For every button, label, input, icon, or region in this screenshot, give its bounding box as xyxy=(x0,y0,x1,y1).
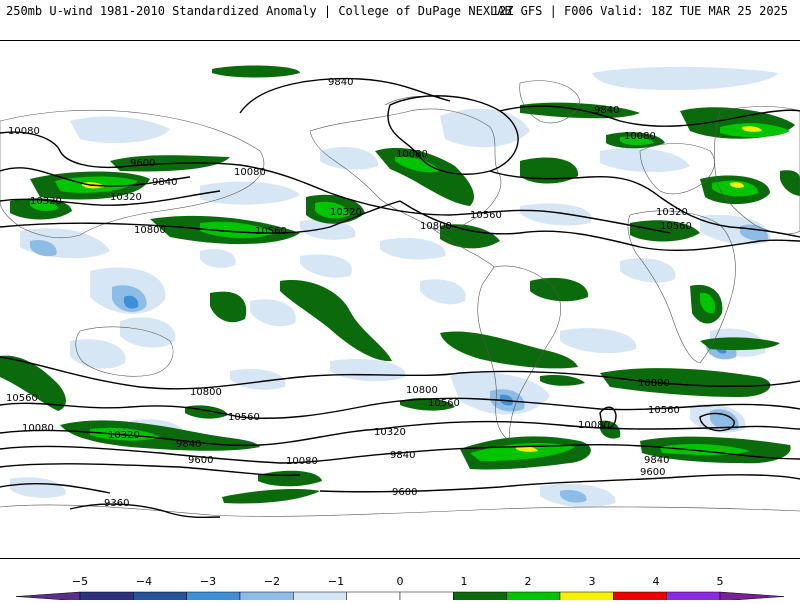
contour-label: 10800 xyxy=(420,221,452,232)
contour-label: 9840 xyxy=(176,439,201,450)
contour-label: 10560 xyxy=(255,226,287,237)
colorbar-swatch xyxy=(133,591,187,602)
contour-label: 10800 xyxy=(134,225,166,236)
contour-label: 9840 xyxy=(594,105,619,116)
contour-label: 10560 xyxy=(228,412,260,423)
contour-label: 10320 xyxy=(374,427,406,438)
colorbar-tick-label: −1 xyxy=(328,575,344,588)
antarctica-outline xyxy=(0,504,800,517)
asia-outline-east xyxy=(714,106,800,235)
colorbar-end-high xyxy=(719,591,785,602)
contour-labels: 9840 10080 9600 9840 10080 10320 10560 1… xyxy=(6,77,692,509)
colorbar-tick-label: 5 xyxy=(717,575,724,588)
colorbar-swatch xyxy=(186,591,241,602)
colorbar-tick-label: −5 xyxy=(72,575,88,588)
contour-label: 9360 xyxy=(104,498,129,509)
europe-outline xyxy=(639,143,715,195)
colorbar-swatch xyxy=(666,591,721,602)
contour-label: 10320 xyxy=(110,192,142,203)
colorbar-tick-label: −3 xyxy=(200,575,216,588)
contour-label: 9600 xyxy=(392,487,417,498)
contour-label: 10560 xyxy=(648,405,680,416)
colorbar-tick-label: 2 xyxy=(525,575,532,588)
asia-outline xyxy=(0,109,265,239)
colorbar-swatch xyxy=(613,591,667,602)
contour-label: 10560 xyxy=(6,393,38,404)
contour-label: 9600 xyxy=(640,467,665,478)
contour-label: 10080 xyxy=(396,149,428,160)
contour-label: 10080 xyxy=(286,456,318,467)
contour-label: 10320 xyxy=(30,196,62,207)
contour-label: 10560 xyxy=(428,398,460,409)
contour-label: 10800 xyxy=(638,378,670,389)
colorbar-tick-labels: −5 −4 −3 −2 −1 0 1 2 3 4 5 xyxy=(72,575,724,588)
colorbar-swatch xyxy=(506,591,561,602)
contour-label: 10320 xyxy=(330,207,362,218)
model-run-info: 12Z GFS | F006 Valid: 18Z TUE MAR 25 202… xyxy=(491,4,788,18)
greenland-outline xyxy=(519,80,581,124)
north-america-outline xyxy=(309,108,502,231)
colorbar-tick-label: −4 xyxy=(136,575,152,588)
colorbar-swatch xyxy=(293,591,347,602)
contour-label: 10560 xyxy=(660,221,692,232)
colorbar-tick-label: −2 xyxy=(264,575,280,588)
colorbar-swatches xyxy=(15,591,785,602)
colorbar-tick-label: 4 xyxy=(653,575,660,588)
contour-label: 10320 xyxy=(108,430,140,441)
contour-label: 9840 xyxy=(644,455,669,466)
contour-label: 10080 xyxy=(22,423,54,434)
contour-label: 9840 xyxy=(152,177,177,188)
colorbar-end-low xyxy=(15,591,81,602)
colorbar-swatch xyxy=(399,591,454,602)
central-america-outline xyxy=(429,226,495,268)
colorbar-swatch xyxy=(559,591,614,602)
colorbar-swatch xyxy=(239,591,294,602)
contour-label: 10800 xyxy=(190,387,222,398)
colorbar-tick-label: 1 xyxy=(461,575,468,588)
map-title: 250mb U-wind 1981-2010 Standardized Anom… xyxy=(6,4,512,18)
height-contours xyxy=(0,77,800,519)
contour-label: 10080 xyxy=(234,167,266,178)
colorbar-swatch xyxy=(79,591,134,602)
south-america-outline xyxy=(477,265,561,442)
colorbar-tick-label: 3 xyxy=(589,575,596,588)
contour-label: 10080 xyxy=(578,420,610,431)
contour-label: 9600 xyxy=(130,158,155,169)
contour-label: 9840 xyxy=(390,450,415,461)
colorbar-swatch xyxy=(453,591,507,602)
colorbar-swatch xyxy=(346,591,401,602)
contour-label: 10560 xyxy=(470,210,502,221)
contour-label: 10800 xyxy=(406,385,438,396)
anomaly-map: 9840 10080 9600 9840 10080 10320 10560 1… xyxy=(0,40,800,559)
colorbar: −5 −4 −3 −2 −1 0 1 2 3 4 5 xyxy=(0,566,800,602)
contour-label: 10080 xyxy=(8,126,40,137)
contour-label: 10080 xyxy=(624,131,656,142)
australia-outline xyxy=(75,326,174,377)
contour-label: 9840 xyxy=(328,77,353,88)
contour-label: 10320 xyxy=(656,207,688,218)
colorbar-tick-label: 0 xyxy=(397,575,404,588)
contour-label: 9600 xyxy=(188,455,213,466)
